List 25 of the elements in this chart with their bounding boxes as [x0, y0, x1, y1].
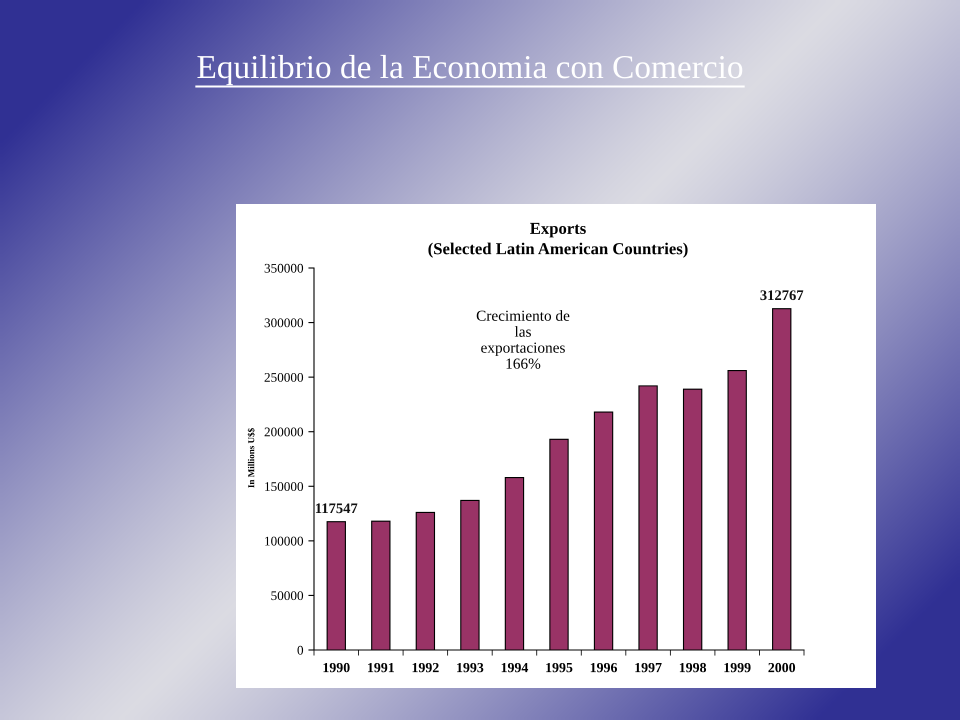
x-tick-label: 1999 — [724, 662, 751, 672]
y-tick-label: 100000 — [265, 536, 304, 546]
data-label: 117547 — [316, 503, 358, 514]
chart-subtitle: Exports (Selected Latin American Countries) — [428, 222, 688, 258]
x-tick-label: 1994 — [502, 662, 528, 672]
x-tick-label: 1996 — [590, 662, 618, 672]
x-tick-label: 1998 — [680, 662, 706, 672]
annotation: Crecimiento de las exportaciones 166% — [476, 310, 570, 369]
y-tick-label: 350000 — [264, 264, 304, 273]
y-tick-label: 200000 — [264, 428, 304, 436]
x-tick-label: 1990 — [323, 662, 350, 672]
x-tick-label: 1992 — [412, 662, 439, 672]
y-tick-label: 50000 — [271, 591, 304, 600]
y-tick-label: 150000 — [265, 482, 304, 491]
x-tick-label: 1995 — [546, 662, 572, 672]
y-tick-label: 300000 — [264, 318, 304, 328]
x-tick-label: 1993 — [457, 662, 484, 672]
x-tick-label: 1997 — [635, 662, 662, 672]
x-tick-label: 1991 — [368, 662, 394, 672]
y-tick-label: 0 — [297, 646, 304, 655]
x-tick-label: 2000 — [768, 662, 796, 672]
y-axis-title: In Millions U$$ — [248, 428, 255, 488]
data-label: 312767 — [760, 290, 804, 300]
chart-title: Equilibrio de la Economia con Comercio — [197, 54, 742, 86]
y-tick-label: 250000 — [264, 372, 304, 382]
